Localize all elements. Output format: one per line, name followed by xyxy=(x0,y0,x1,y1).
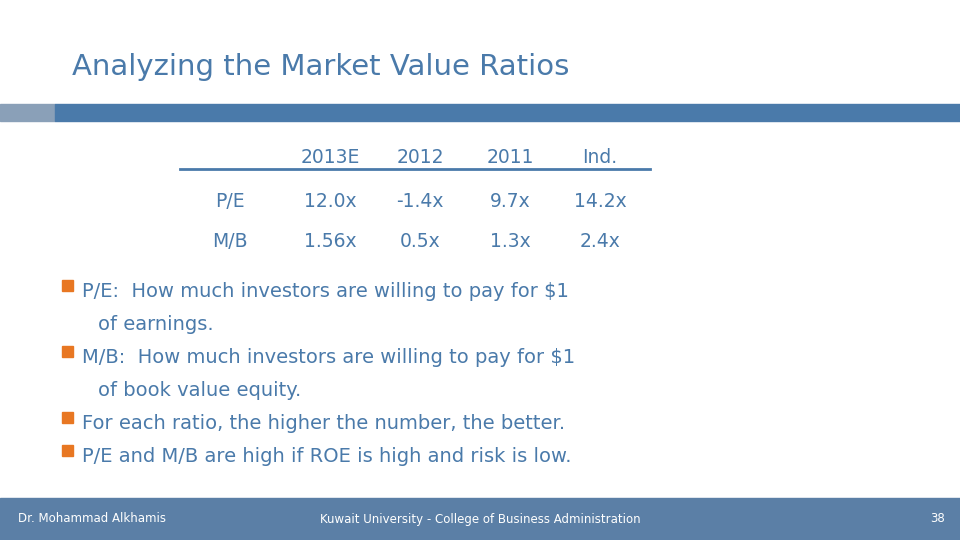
Text: Analyzing the Market Value Ratios: Analyzing the Market Value Ratios xyxy=(72,53,569,81)
Text: 38: 38 xyxy=(930,512,945,525)
Text: P/E and M/B are high if ROE is high and risk is low.: P/E and M/B are high if ROE is high and … xyxy=(82,447,571,466)
Text: 2011: 2011 xyxy=(487,148,534,167)
Text: Dr. Mohammad Alkhamis: Dr. Mohammad Alkhamis xyxy=(18,512,166,525)
Text: Ind.: Ind. xyxy=(583,148,617,167)
Bar xyxy=(55,104,960,121)
Text: 0.5x: 0.5x xyxy=(399,232,441,251)
Text: M/B: M/B xyxy=(212,232,248,251)
Bar xyxy=(62,346,73,357)
Text: P/E:  How much investors are willing to pay for $1: P/E: How much investors are willing to p… xyxy=(82,282,569,301)
Text: 2.4x: 2.4x xyxy=(580,232,620,251)
Text: of earnings.: of earnings. xyxy=(98,315,214,334)
Text: 12.0x: 12.0x xyxy=(303,192,356,211)
Bar xyxy=(62,412,73,423)
Text: 2013E: 2013E xyxy=(300,148,360,167)
Bar xyxy=(62,280,73,291)
Text: 14.2x: 14.2x xyxy=(574,192,626,211)
Bar xyxy=(62,445,73,456)
Text: 2012: 2012 xyxy=(396,148,444,167)
Bar xyxy=(0,104,55,121)
Text: -1.4x: -1.4x xyxy=(396,192,444,211)
Text: M/B:  How much investors are willing to pay for $1: M/B: How much investors are willing to p… xyxy=(82,348,575,367)
Bar xyxy=(0,498,960,540)
Text: of book value equity.: of book value equity. xyxy=(98,381,301,400)
Text: 9.7x: 9.7x xyxy=(490,192,530,211)
Text: P/E: P/E xyxy=(215,192,245,211)
Text: For each ratio, the higher the number, the better.: For each ratio, the higher the number, t… xyxy=(82,414,565,433)
Text: 1.56x: 1.56x xyxy=(303,232,356,251)
Text: 1.3x: 1.3x xyxy=(490,232,530,251)
Text: Kuwait University - College of Business Administration: Kuwait University - College of Business … xyxy=(320,512,640,525)
